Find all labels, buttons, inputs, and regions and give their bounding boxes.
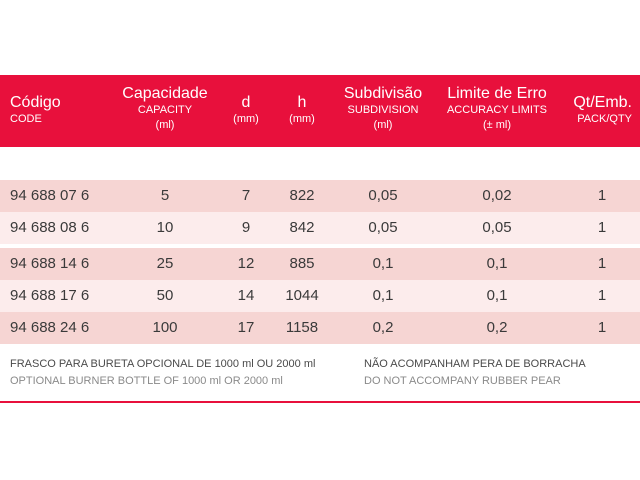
cell-pack-qty: 1: [597, 287, 607, 304]
cell-accuracy: 0,2: [486, 319, 508, 336]
cell-capacity: 50: [156, 287, 174, 304]
cell-code: 94 688 07 6: [10, 187, 90, 204]
table-row: 94 688 17 6 50 14 1044 0,1 0,1 1: [0, 280, 640, 312]
cell-accuracy: 0,1: [486, 287, 508, 304]
cell-subdivision: 0,1: [372, 255, 394, 272]
cell-capacity: 25: [156, 255, 174, 272]
cell-h: 1044: [285, 287, 319, 304]
cell-d: 12: [237, 255, 255, 272]
header-code-subtitle: CODE: [10, 113, 42, 125]
header-subdivision-title: Subdivisão: [343, 85, 423, 102]
cell-d: 9: [241, 219, 251, 236]
cell-capacity: 10: [156, 219, 174, 236]
cell-accuracy: 0,1: [486, 255, 508, 272]
cell-pack-qty: 1: [597, 187, 607, 204]
header-subdivision-subtitle: SUBDIVISION: [347, 104, 419, 116]
cell-pack-qty: 1: [597, 255, 607, 272]
cell-pack-qty: 1: [597, 219, 607, 236]
header-capacity-unit: (ml): [155, 119, 175, 131]
cell-h: 822: [289, 187, 315, 204]
cell-subdivision: 0,2: [372, 319, 394, 336]
table-row: 94 688 08 6 10 9 842 0,05 0,05 1: [0, 212, 640, 244]
cell-d: 7: [241, 187, 251, 204]
header-pack-qty: Qt/Emb. PACK/QTY: [560, 85, 632, 127]
cell-capacity: 100: [152, 319, 178, 336]
header-h: h (mm): [282, 85, 322, 127]
cell-subdivision: 0,1: [372, 287, 394, 304]
note-optional-bottle-pt: FRASCO PARA BURETA OPCIONAL DE 1000 ml O…: [10, 358, 316, 370]
cell-pack-qty: 1: [597, 319, 607, 336]
header-accuracy-unit: (± ml): [482, 119, 512, 131]
cell-code: 94 688 14 6: [10, 255, 90, 272]
table-row: 94 688 14 6 25 12 885 0,1 0,1 1: [0, 248, 640, 280]
header-subdivision: Subdivisão SUBDIVISION (ml): [335, 85, 431, 133]
header-d-unit: (mm): [233, 113, 259, 125]
header-pack-qty-title: Qt/Emb.: [573, 94, 632, 111]
header-pack-qty-subtitle: PACK/QTY: [577, 113, 632, 125]
cell-code: 94 688 08 6: [10, 219, 90, 236]
cell-d: 14: [237, 287, 255, 304]
cell-h: 1158: [285, 319, 319, 336]
cell-accuracy: 0,05: [482, 219, 512, 236]
table-row: 94 688 07 6 5 7 822 0,05 0,02 1: [0, 180, 640, 212]
header-d: d (mm): [226, 85, 266, 127]
header-h-unit: (mm): [289, 113, 315, 125]
header-capacity: Capacidade CAPACITY (ml): [115, 85, 215, 133]
header-code-title: Código: [10, 94, 61, 111]
table-row: 94 688 24 6 100 17 1158 0,2 0,2 1: [0, 312, 640, 344]
header-accuracy-subtitle: ACCURACY LIMITS: [446, 104, 548, 116]
cell-subdivision: 0,05: [368, 187, 398, 204]
header-h-title: h: [297, 94, 307, 111]
cell-subdivision: 0,05: [368, 219, 398, 236]
header-capacity-title: Capacidade: [122, 85, 208, 102]
note-optional-bottle-en: OPTIONAL BURNER BOTTLE OF 1000 ml OR 200…: [10, 375, 283, 387]
cell-h: 842: [289, 219, 315, 236]
header-d-title: d: [241, 94, 251, 111]
cell-capacity: 5: [160, 187, 170, 204]
header-code: Código CODE: [10, 85, 100, 127]
note-rubber-pear-en: DO NOT ACCOMPANY RUBBER PEAR: [364, 375, 561, 387]
header-accuracy-title: Limite de Erro: [447, 85, 547, 102]
header-spacer: [0, 147, 640, 180]
cell-code: 94 688 24 6: [10, 319, 90, 336]
note-rubber-pear-pt: NÃO ACOMPANHAM PERA DE BORRACHA: [364, 358, 586, 370]
cell-code: 94 688 17 6: [10, 287, 90, 304]
cell-d: 17: [237, 319, 255, 336]
table-header: Código CODE Capacidade CAPACITY (ml) d (…: [0, 75, 640, 147]
header-subdivision-unit: (ml): [373, 119, 393, 131]
cell-accuracy: 0,02: [482, 187, 512, 204]
header-accuracy: Limite de Erro ACCURACY LIMITS (± ml): [436, 85, 558, 133]
bottom-divider: [0, 401, 640, 403]
cell-h: 885: [289, 255, 315, 272]
header-capacity-subtitle: CAPACITY: [137, 104, 193, 116]
